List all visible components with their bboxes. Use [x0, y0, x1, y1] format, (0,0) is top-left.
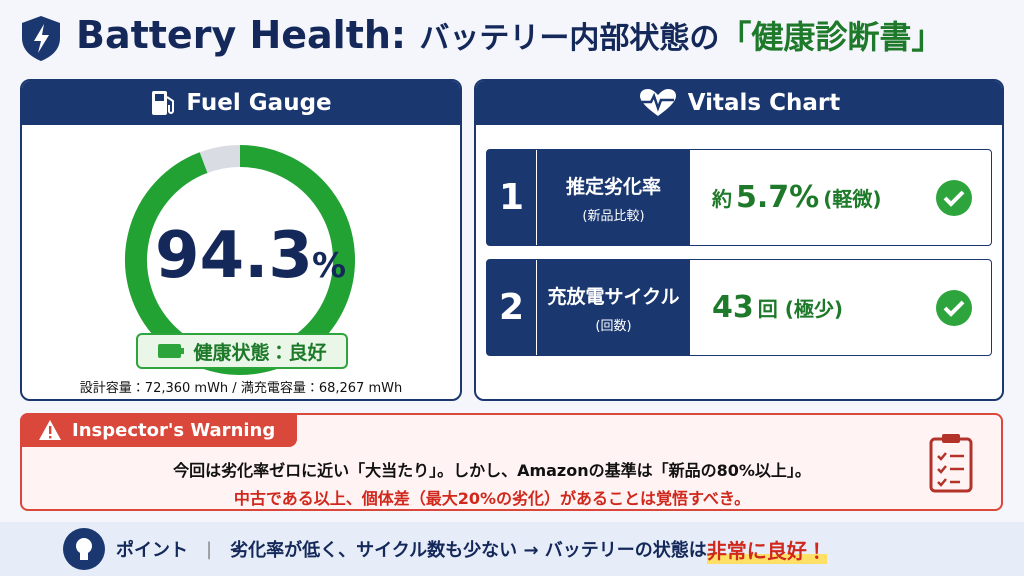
- warning-tab: Inspector's Warning: [20, 413, 297, 447]
- row-note: 回 (極少): [757, 297, 843, 321]
- row-value: 5.7%: [736, 180, 820, 215]
- title-en: Battery Health:: [76, 13, 407, 57]
- panel-header: Fuel Gauge: [22, 81, 460, 125]
- point-label: ポイント: [116, 540, 188, 561]
- row-prefix: 約: [712, 187, 732, 211]
- row-number: 2: [487, 260, 537, 355]
- point-text: 劣化率が低く、サイクル数も少ない → バッテリーの状態は: [230, 540, 707, 561]
- warning-line1: 今回は劣化率ゼロに近い「大当たり」。しかし、Amazonの基準は「新品の80%以…: [173, 461, 811, 480]
- title: Battery Health: バッテリー内部状態の「健康診断書」: [76, 12, 943, 58]
- gauge-value: 94.3: [155, 219, 313, 293]
- check-icon: [936, 179, 972, 216]
- warning-line2: 中古である以上、個体差（最大20%の劣化）があることは覚悟すべき。: [233, 489, 751, 508]
- separator: |: [206, 538, 213, 560]
- title-jp: バッテリー内部状態の: [419, 21, 720, 56]
- clipboard-icon: [929, 434, 973, 493]
- vitals-panel: Vitals Chart 1 推定劣化率 (新品比較) 約 5.7% (軽微) 2 充…: [474, 79, 1004, 401]
- fuel-icon: [152, 91, 175, 115]
- warning-title: Inspector's Warning: [72, 419, 276, 441]
- status-text: 健康状態：良好: [193, 341, 327, 364]
- title-highlight: 「健康診断書」: [719, 18, 944, 56]
- row-value-cell: 43 回 (極少): [690, 260, 991, 355]
- gauge-unit: %: [312, 246, 346, 286]
- bulb-icon: [63, 528, 105, 570]
- capacity-note: 設計容量：72,360 mWh / 満充電容量：68,267 mWh: [79, 381, 403, 396]
- row-label: 充放電サイクル: [547, 285, 680, 308]
- battery-icon: [158, 344, 185, 358]
- warning-icon: [39, 420, 61, 440]
- row-number: 1: [487, 150, 537, 245]
- row-label-cell: 充放電サイクル (回数): [537, 260, 690, 355]
- vital-row: 1 推定劣化率 (新品比較) 約 5.7% (軽微): [486, 149, 992, 246]
- check-icon: [936, 289, 972, 326]
- panel-title: Vitals Chart: [687, 90, 841, 116]
- panel-header: Vitals Chart: [476, 81, 1002, 125]
- heart-icon: [639, 89, 676, 116]
- row-sublabel: (新品比較): [582, 208, 645, 224]
- row-label: 推定劣化率: [565, 175, 661, 198]
- fuel-gauge-panel: Fuel Gauge 94.3 % 健康状態：良好 設計容量：72,360 mW…: [20, 79, 462, 401]
- point-bar: ポイント | 劣化率が低く、サイクル数も少ない → バッテリーの状態は 非常に良…: [0, 522, 1024, 576]
- row-label-cell: 推定劣化率 (新品比較): [537, 150, 690, 245]
- row-note: (軽微): [823, 187, 882, 211]
- warning-box: Inspector's Warning 今回は劣化率ゼロに近い「大当たり」。しか…: [20, 413, 1003, 511]
- shield-icon: [22, 16, 60, 61]
- row-value: 43: [712, 290, 754, 325]
- point-highlight: 非常に良好！: [706, 534, 827, 564]
- row-value-cell: 約 5.7% (軽微): [690, 150, 991, 245]
- panel-title: Fuel Gauge: [186, 90, 332, 116]
- row-sublabel: (回数): [595, 318, 632, 334]
- gauge: 94.3 %: [125, 145, 355, 375]
- status-badge: 健康状態：良好: [136, 333, 348, 369]
- vital-row: 2 充放電サイクル (回数) 43 回 (極少): [486, 259, 992, 356]
